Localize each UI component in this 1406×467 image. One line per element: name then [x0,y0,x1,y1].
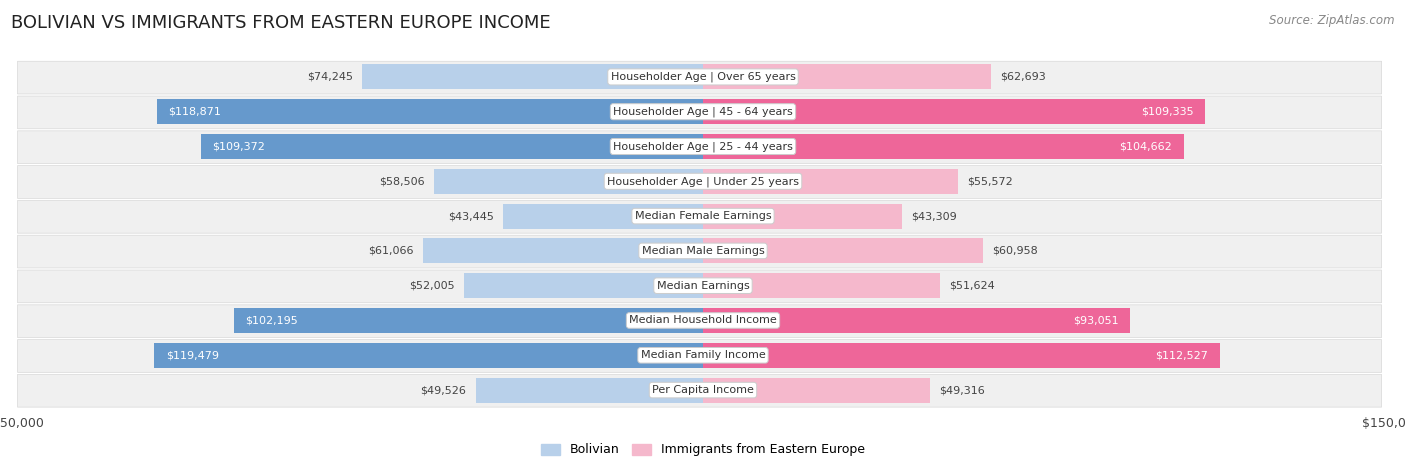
FancyBboxPatch shape [17,270,1382,303]
Text: $55,572: $55,572 [967,177,1014,186]
FancyBboxPatch shape [17,166,1382,198]
Bar [361,64,703,90]
Text: Householder Age | Over 65 years: Householder Age | Over 65 years [610,71,796,82]
Text: Median Household Income: Median Household Income [628,316,778,325]
Text: BOLIVIAN VS IMMIGRANTS FROM EASTERN EUROPE INCOME: BOLIVIAN VS IMMIGRANTS FROM EASTERN EURO… [11,14,551,32]
Text: $104,662: $104,662 [1119,142,1173,151]
Bar [233,308,703,333]
Text: $102,195: $102,195 [245,316,298,325]
Bar [475,377,703,403]
Bar [703,377,929,403]
Text: Median Family Income: Median Family Income [641,350,765,360]
Text: $109,335: $109,335 [1142,107,1194,117]
Bar [703,64,991,90]
FancyBboxPatch shape [17,340,1382,372]
Text: Source: ZipAtlas.com: Source: ZipAtlas.com [1270,14,1395,27]
FancyBboxPatch shape [17,96,1382,129]
FancyBboxPatch shape [17,131,1382,163]
Bar [434,169,703,194]
Bar [703,238,983,263]
Bar [703,343,1220,368]
Bar [157,99,703,124]
Text: $118,871: $118,871 [169,107,221,117]
Bar [201,134,703,159]
Text: $58,506: $58,506 [380,177,425,186]
Text: $112,527: $112,527 [1156,350,1208,360]
Text: $62,693: $62,693 [1000,72,1046,82]
FancyBboxPatch shape [17,305,1382,338]
Text: $119,479: $119,479 [166,350,219,360]
Legend: Bolivian, Immigrants from Eastern Europe: Bolivian, Immigrants from Eastern Europe [536,439,870,461]
Text: Median Male Earnings: Median Male Earnings [641,246,765,256]
Text: Median Earnings: Median Earnings [657,281,749,290]
FancyBboxPatch shape [17,61,1382,94]
Text: Median Female Earnings: Median Female Earnings [634,211,772,221]
Bar [703,99,1205,124]
Text: $49,526: $49,526 [420,385,467,395]
FancyBboxPatch shape [17,200,1382,233]
FancyBboxPatch shape [17,235,1382,268]
Text: $49,316: $49,316 [939,385,984,395]
Text: $43,445: $43,445 [449,211,495,221]
Text: $52,005: $52,005 [409,281,456,290]
FancyBboxPatch shape [17,375,1382,407]
Bar [703,204,901,229]
Text: $74,245: $74,245 [307,72,353,82]
Text: $51,624: $51,624 [949,281,995,290]
Text: Householder Age | 25 - 44 years: Householder Age | 25 - 44 years [613,141,793,152]
Text: $43,309: $43,309 [911,211,957,221]
Bar [155,343,703,368]
Bar [703,308,1130,333]
Text: $61,066: $61,066 [368,246,413,256]
Bar [703,273,941,298]
Text: $60,958: $60,958 [993,246,1038,256]
Text: $93,051: $93,051 [1073,316,1119,325]
Text: Householder Age | 45 - 64 years: Householder Age | 45 - 64 years [613,106,793,117]
Bar [703,169,959,194]
Text: $109,372: $109,372 [212,142,264,151]
Bar [503,204,703,229]
Bar [464,273,703,298]
Text: Householder Age | Under 25 years: Householder Age | Under 25 years [607,176,799,186]
Bar [703,134,1184,159]
Text: Per Capita Income: Per Capita Income [652,385,754,395]
Bar [423,238,703,263]
